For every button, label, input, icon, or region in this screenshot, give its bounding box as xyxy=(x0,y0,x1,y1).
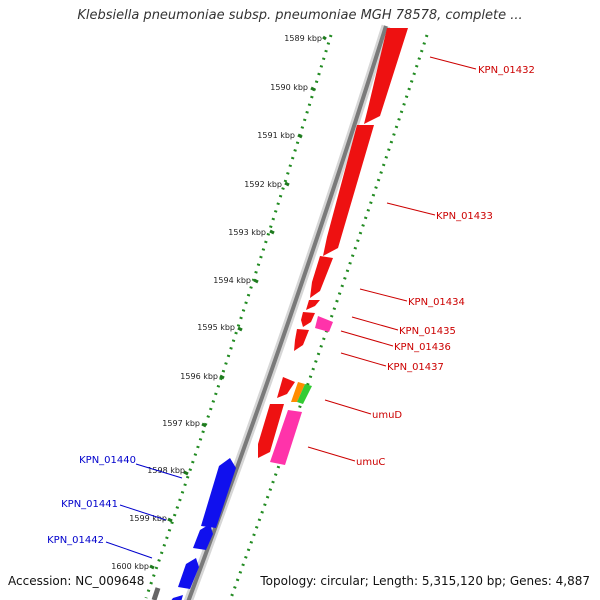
scale-label-1594: 1594 kbp xyxy=(213,276,251,285)
label-KPN_01440: KPN_01440 xyxy=(79,455,136,466)
label-KPN_01437: KPN_01437 xyxy=(387,362,444,373)
scale-label-1589: 1589 kbp xyxy=(284,34,322,43)
scale-tick-marks xyxy=(149,35,327,570)
scale-label-1595: 1595 kbp xyxy=(197,323,235,332)
gene-KPN_01441[interactable] xyxy=(193,524,213,550)
label-umuC: umuC xyxy=(356,457,385,468)
label-KPN_01435: KPN_01435 xyxy=(399,326,456,337)
label-KPN_01434: KPN_01434 xyxy=(408,297,465,308)
gene-KPN_01432[interactable] xyxy=(364,28,408,124)
accession-text: Accession: NC_009648 xyxy=(8,574,145,588)
gene-KPN_01434[interactable] xyxy=(310,256,333,298)
label-KPN_01432: KPN_01432 xyxy=(478,65,535,76)
label-KPN_01441: KPN_01441 xyxy=(61,499,118,510)
gene-KPN_01437[interactable] xyxy=(294,329,309,351)
gene-partial-blue[interactable] xyxy=(170,595,183,600)
scale-label-1599: 1599 kbp xyxy=(129,514,167,523)
gene-umuC-red[interactable] xyxy=(258,404,284,458)
gene-pseudo-pink[interactable] xyxy=(315,316,333,332)
gene-KPN_01440[interactable] xyxy=(201,458,236,528)
scale-label-1596: 1596 kbp xyxy=(180,372,218,381)
inner-dotted-ruler xyxy=(144,34,333,599)
outer-dotted-ruler xyxy=(229,34,429,599)
map-title: Klebsiella pneumoniae subsp. pneumoniae … xyxy=(77,8,523,23)
label-KPN_01442: KPN_01442 xyxy=(47,535,104,546)
scale-label-1600: 1600 kbp xyxy=(111,562,149,571)
gene-KPN_01436[interactable] xyxy=(301,312,315,327)
scale-label-1598: 1598 kbp xyxy=(147,466,185,475)
gene-KPN_01435[interactable] xyxy=(306,300,320,310)
gene-KPN_01442[interactable] xyxy=(178,558,199,589)
scale-label-1592: 1592 kbp xyxy=(244,180,282,189)
topology-text: Topology: circular; Length: 5,315,120 bp… xyxy=(260,574,590,588)
scale-label-1593: 1593 kbp xyxy=(228,228,266,237)
gene-umuD-green xyxy=(297,384,312,404)
gene-umuC[interactable] xyxy=(270,410,302,465)
label-umuD: umuD xyxy=(372,410,402,421)
gene-KPN_01433[interactable] xyxy=(323,125,374,256)
scale-label-1597: 1597 kbp xyxy=(162,419,200,428)
gene-umuD[interactable] xyxy=(277,377,295,398)
scale-label-1590: 1590 kbp xyxy=(270,83,308,92)
scale-label-1591: 1591 kbp xyxy=(257,131,295,140)
label-KPN_01436: KPN_01436 xyxy=(394,342,451,353)
gene-umuD-orange xyxy=(291,382,305,402)
label-KPN_01433: KPN_01433 xyxy=(436,211,493,222)
